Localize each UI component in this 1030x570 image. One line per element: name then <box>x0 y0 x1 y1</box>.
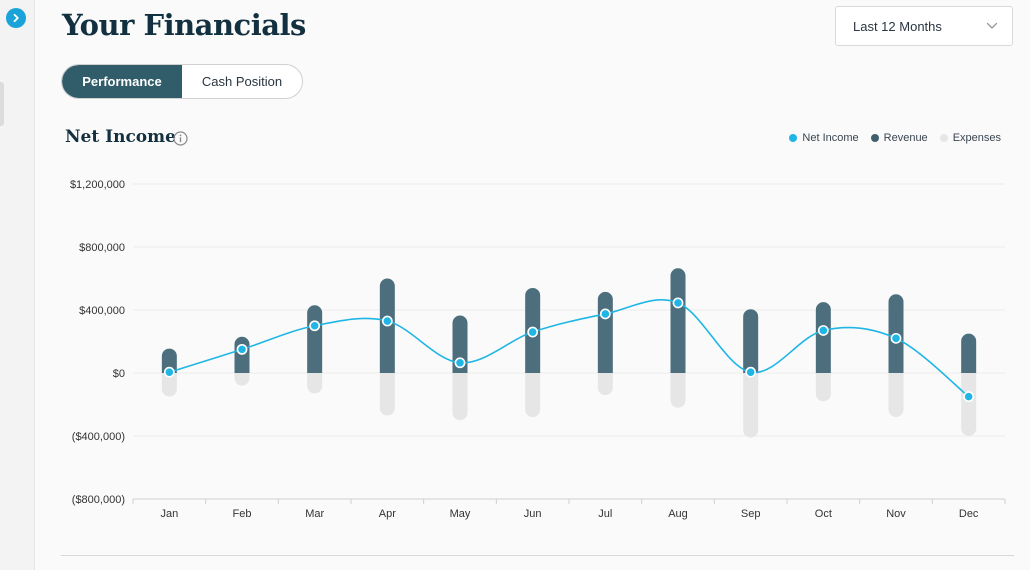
revenue-bar <box>597 291 613 373</box>
net-income-point <box>817 325 829 336</box>
info-icon[interactable] <box>173 131 188 146</box>
net-income-point <box>745 366 757 378</box>
footer-divider <box>61 555 1014 556</box>
net-income-point <box>599 308 611 320</box>
x-tick-label: Jan <box>160 508 178 520</box>
legend-label-expenses: Expenses <box>952 132 1001 144</box>
net-income-point <box>527 326 539 338</box>
left-rail <box>0 0 35 570</box>
legend-label-net-income: Net Income <box>802 132 859 144</box>
x-tick-label: Jul <box>598 508 612 520</box>
x-tick-label: Feb <box>233 508 252 520</box>
net-income-line <box>169 299 970 398</box>
date-range-select[interactable]: Last 12 Months <box>835 6 1013 46</box>
net-income-point <box>672 297 684 309</box>
net-income-point <box>381 315 393 327</box>
revenue-bar <box>234 336 250 373</box>
y-tick-label: $1,200,000 <box>70 179 125 191</box>
expense-bar <box>161 373 177 397</box>
legend-item-revenue[interactable]: Revenue <box>870 132 928 144</box>
legend-dot-net-income <box>789 134 798 142</box>
y-tick-label: $400,000 <box>79 305 125 317</box>
x-tick-label: Nov <box>886 508 906 520</box>
expense-bar <box>815 373 831 402</box>
chevron-right-icon <box>13 13 19 23</box>
x-tick-label: May <box>450 508 471 520</box>
expense-bar <box>525 373 541 418</box>
legend-label-revenue: Revenue <box>883 132 928 144</box>
legend-dot-revenue <box>870 134 879 142</box>
net-income-point <box>309 320 321 332</box>
view-tabs: Performance Cash Position <box>61 64 303 99</box>
y-tick-label: ($800,000) <box>72 494 125 506</box>
net-income-point <box>236 343 248 355</box>
y-tick-label: ($400,000) <box>72 431 125 443</box>
revenue-bar <box>815 302 831 373</box>
x-tick-label: Jun <box>524 508 542 520</box>
net-income-point <box>454 357 466 369</box>
rail-handle[interactable] <box>0 82 4 126</box>
y-tick-label: $0 <box>113 368 125 380</box>
expense-bar <box>670 373 686 408</box>
x-tick-label: Apr <box>379 508 396 520</box>
expense-bar <box>961 373 977 437</box>
revenue-bar <box>307 305 323 373</box>
chevron-down-icon <box>986 22 998 29</box>
page-title: Your Financials <box>62 8 306 42</box>
expense-bar <box>888 373 904 418</box>
chart-legend: Net Income Revenue Expenses <box>777 132 1001 144</box>
expense-bar <box>452 373 468 421</box>
tab-cash-position[interactable]: Cash Position <box>201 74 283 89</box>
revenue-bar <box>452 315 468 373</box>
x-tick-label: Mar <box>305 508 324 520</box>
expand-sidebar-button[interactable] <box>6 8 26 28</box>
legend-item-net-income[interactable]: Net Income <box>789 132 859 144</box>
revenue-bar <box>161 348 177 373</box>
net-income-point <box>963 391 975 403</box>
legend-dot-expenses <box>939 134 948 142</box>
net-income-point <box>163 366 175 378</box>
expense-bar <box>234 373 250 386</box>
expense-bar <box>597 373 613 396</box>
x-tick-label: Sep <box>741 508 761 520</box>
legend-item-expenses[interactable]: Expenses <box>939 132 1001 144</box>
revenue-bar <box>743 309 759 373</box>
y-tick-label: $800,000 <box>79 242 125 254</box>
revenue-bar <box>670 268 686 373</box>
tab-performance[interactable]: Performance <box>62 65 182 98</box>
revenue-bar <box>961 333 977 373</box>
date-range-value: Last 12 Months <box>853 18 942 34</box>
net-income-chart: $1,200,000 $800,000 $400,000 $0 ($400,000) ($… <box>70 179 1006 520</box>
net-income-point <box>890 332 902 344</box>
expense-bar <box>307 373 323 394</box>
x-tick-label: Dec <box>959 508 979 520</box>
expense-bar <box>379 373 395 416</box>
x-tick-label: Aug <box>668 508 688 520</box>
expense-bar <box>743 373 759 438</box>
section-title: Net Income <box>65 127 176 147</box>
x-tick-label: Oct <box>815 508 832 520</box>
